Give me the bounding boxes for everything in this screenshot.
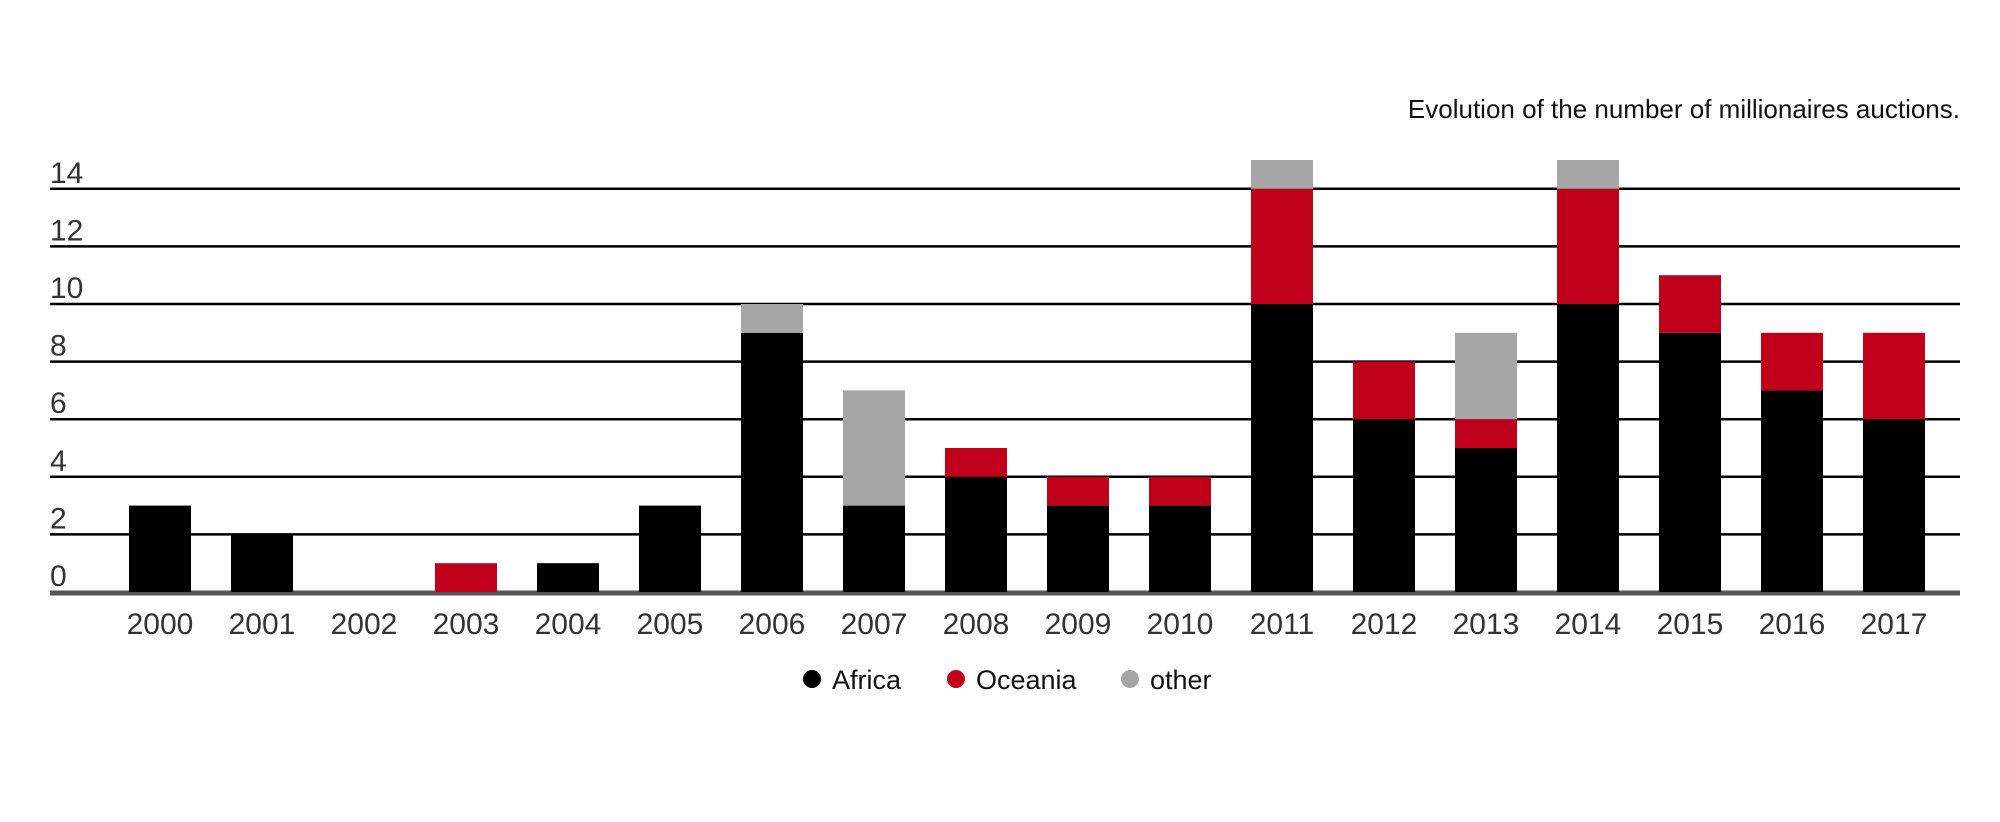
legend-label-africa: Africa [832,665,902,695]
x-tick-label: 2010 [1147,608,1214,641]
bar-segment-other-2006 [741,304,803,333]
x-tick-label: 2003 [433,608,500,641]
bar-segment-oceania-2017 [1863,332,1925,420]
bar-segment-africa-2008 [945,476,1007,592]
x-tick-label: 2004 [535,608,602,641]
bar-segment-africa-2014 [1557,304,1619,592]
legend-label-other: other [1150,665,1212,695]
y-tick-label: 4 [50,445,67,478]
legend: Africa Oceania other [803,665,1212,695]
x-tick-label: 2000 [127,608,194,641]
bar-segment-africa-2006 [741,332,803,592]
bar-segment-africa-2017 [1863,419,1925,592]
bar-segment-africa-2012 [1353,419,1415,592]
x-tick-label: 2005 [637,608,704,641]
bar-segment-oceania-2012 [1353,361,1415,420]
bars [129,160,1925,592]
bar-segment-oceania-2003 [435,563,497,592]
bar-segment-oceania-2015 [1659,275,1721,333]
bar-segment-oceania-2008 [945,448,1007,477]
bar-segment-africa-2013 [1455,448,1517,592]
x-tick-label: 2001 [229,608,296,641]
x-tick-label: 2009 [1045,608,1112,641]
x-tick-label: 2007 [841,608,908,641]
bar-segment-other-2014 [1557,160,1619,189]
bar-segment-africa-2016 [1761,390,1823,592]
y-axis-ticks: 0 2 4 6 8 10 12 14 [50,157,83,593]
x-tick-label: 2012 [1351,608,1418,641]
x-tick-label: 2006 [739,608,806,641]
x-tick-label: 2015 [1657,608,1724,641]
x-tick-label: 2002 [331,608,398,641]
y-tick-label: 12 [50,214,83,247]
bar-segment-africa-2005 [639,505,701,592]
x-axis-ticks: 2000 2001 2002 2003 2004 2005 2006 2007 2008 2009… [127,608,1928,641]
x-tick-label: 2011 [1250,608,1315,641]
bar-segment-africa-2010 [1149,505,1211,592]
bar-segment-oceania-2014 [1557,188,1619,304]
y-tick-label: 0 [50,560,67,593]
bar-segment-africa-2004 [537,563,599,592]
x-tick-label: 2016 [1759,608,1826,641]
legend-marker-other [1121,670,1139,688]
bar-segment-africa-2007 [843,505,905,592]
bar-segment-other-2007 [843,390,905,506]
bar-segment-oceania-2010 [1149,476,1211,506]
bar-segment-africa-2001 [231,534,293,592]
x-tick-label: 2014 [1555,608,1622,641]
gridlines [50,187,1960,596]
legend-label-oceania: Oceania [976,665,1078,695]
bar-segment-oceania-2009 [1047,476,1109,506]
x-tick-label: 2013 [1453,608,1520,641]
y-tick-label: 14 [50,157,83,190]
x-tick-label: 2017 [1861,608,1928,641]
chart-title: Evolution of the number of millionaires … [1408,94,1960,124]
bar-segment-other-2011 [1251,160,1313,189]
bar-segment-africa-2015 [1659,332,1721,592]
y-tick-label: 6 [50,387,67,420]
bar-segment-oceania-2016 [1761,332,1823,391]
bar-segment-africa-2011 [1251,304,1313,592]
bar-segment-other-2013 [1455,332,1517,420]
legend-marker-africa [803,670,821,688]
bar-segment-oceania-2013 [1455,419,1517,448]
bar-segment-oceania-2011 [1251,188,1313,304]
y-tick-label: 10 [50,272,83,305]
y-tick-label: 8 [50,330,67,363]
bar-segment-africa-2009 [1047,505,1109,592]
legend-marker-oceania [947,670,965,688]
x-tick-label: 2008 [943,608,1010,641]
bar-segment-africa-2000 [129,505,191,592]
y-tick-label: 2 [50,502,67,535]
